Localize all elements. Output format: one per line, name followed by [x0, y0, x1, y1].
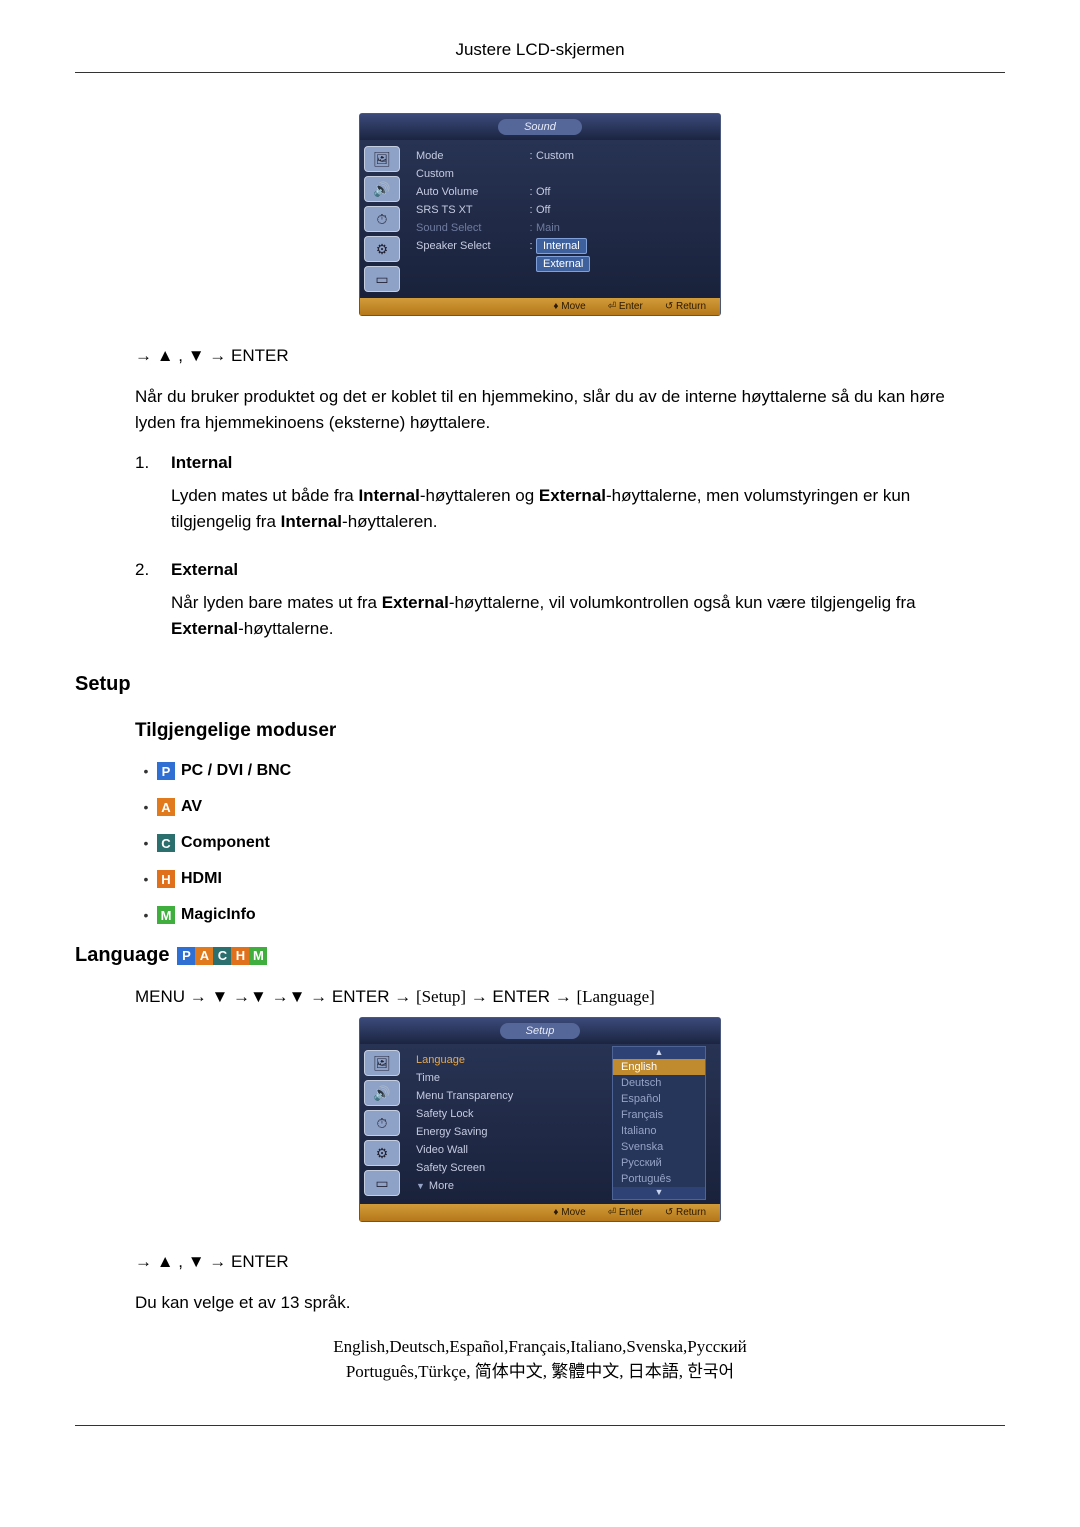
mode-badge-c: C — [213, 947, 231, 965]
mode-badge-a: A — [195, 947, 213, 965]
setup-heading: Setup — [75, 673, 945, 696]
dropdown-option[interactable]: Русский — [613, 1155, 705, 1171]
mode-label: MagicInfo — [181, 906, 256, 924]
dropdown-option[interactable]: Français — [613, 1107, 705, 1123]
osd-option-value[interactable]: External — [536, 256, 590, 272]
mode-badge-h: H — [157, 870, 175, 888]
osd-sound-panel: Sound 🖼 🔊 ⏱ ⚙ ▭ Mode:Custom Custom Auto … — [359, 113, 721, 316]
clock-icon: ⏱ — [364, 1110, 400, 1136]
dropdown-option[interactable]: English — [613, 1059, 705, 1075]
language-dropdown[interactable]: ▲ English Deutsch Español Français Itali… — [612, 1046, 706, 1200]
osd-icon-column: 🖼 🔊 ⏱ ⚙ ▭ — [360, 1044, 410, 1204]
mode-badge-m: M — [249, 947, 267, 965]
menu-path: MENU → ▼ →▼ →▼ → ENTER → [Setup] → ENTER… — [135, 987, 945, 1007]
picture-icon: 🖼 — [364, 146, 400, 172]
osd-footer-enter: ⏎ Enter — [608, 301, 643, 312]
language-heading: Language — [75, 944, 169, 967]
osd-row-label: Time — [416, 1072, 526, 1084]
osd-row-label: SRS TS XT — [416, 204, 526, 216]
osd-row-label: Mode — [416, 150, 526, 162]
mode-label: HDMI — [181, 870, 222, 888]
mode-badge-a: A — [157, 798, 175, 816]
available-modes-heading: Tilgjengelige moduser — [135, 720, 945, 742]
setup-icon: ⚙ — [364, 1140, 400, 1166]
dropdown-option[interactable]: Svenska — [613, 1139, 705, 1155]
dropdown-option[interactable]: Español — [613, 1091, 705, 1107]
osd-row-label: Safety Lock — [416, 1108, 526, 1120]
mode-badge-p: P — [157, 762, 175, 780]
list-number: 1. — [135, 453, 171, 552]
osd-footer-enter: ⏎ Enter — [608, 1207, 643, 1218]
list-item-title: Internal — [171, 453, 945, 473]
osd-footer-return: ↺ Return — [665, 1207, 706, 1218]
osd-row-label: Menu Transparency — [416, 1090, 526, 1102]
osd-row-value: Main — [536, 222, 710, 234]
list-item-text: Når lyden bare mates ut fra External-høy… — [171, 590, 945, 641]
mode-list: •PPC / DVI / BNC •AAV •CComponent •HHDMI… — [135, 762, 945, 924]
list-item-title: External — [171, 560, 945, 580]
multi-icon: ▭ — [364, 1170, 400, 1196]
sound-icon: 🔊 — [364, 176, 400, 202]
osd-row-label: Auto Volume — [416, 186, 526, 198]
osd-row-label: Energy Saving — [416, 1126, 526, 1138]
setup-icon: ⚙ — [364, 236, 400, 262]
mode-badge-p: P — [177, 947, 195, 965]
mode-label: Component — [181, 834, 270, 852]
sound-icon: 🔊 — [364, 1080, 400, 1106]
list-item-text: Lyden mates ut både fra Internal-høyttal… — [171, 483, 945, 534]
osd-row-label: Video Wall — [416, 1144, 526, 1156]
language-para: Du kan velge et av 13 språk. — [135, 1290, 945, 1316]
clock-icon: ⏱ — [364, 206, 400, 232]
mode-label: PC / DVI / BNC — [181, 762, 291, 780]
language-mode-badges: P A C H M — [177, 947, 267, 965]
multi-icon: ▭ — [364, 266, 400, 292]
osd-selected-value[interactable]: Internal — [536, 238, 587, 254]
osd-footer-return: ↺ Return — [665, 301, 706, 312]
osd-sound-title: Sound — [498, 119, 582, 135]
mode-badge-m: M — [157, 906, 175, 924]
osd-icon-column: 🖼 🔊 ⏱ ⚙ ▭ — [360, 140, 410, 298]
picture-icon: 🖼 — [364, 1050, 400, 1076]
osd-setup-title: Setup — [500, 1023, 581, 1039]
page-header: Justere LCD-skjermen — [75, 40, 1005, 73]
osd-row-label: Sound Select — [416, 222, 526, 234]
osd-row-label: Language — [416, 1054, 526, 1066]
osd-more-label: More — [429, 1180, 539, 1192]
osd-row-label: Speaker Select — [416, 240, 526, 252]
osd-row-label: Custom — [416, 168, 526, 180]
dropdown-option[interactable]: Português — [613, 1171, 705, 1187]
osd-footer-move: ♦ Move — [553, 1207, 585, 1218]
mode-badge-c: C — [157, 834, 175, 852]
mode-label: AV — [181, 798, 202, 816]
osd-footer-move: ♦ Move — [553, 301, 585, 312]
mode-badge-h: H — [231, 947, 249, 965]
intro-paragraph: Når du bruker produktet og det er koblet… — [135, 384, 945, 435]
osd-row-label: Safety Screen — [416, 1162, 526, 1174]
nav-sequence: → ▲ , ▼ → ENTER — [135, 1252, 945, 1272]
osd-row-value: Custom — [536, 150, 710, 162]
osd-row-value: Off — [536, 186, 710, 198]
osd-setup-panel: Setup 🖼 🔊 ⏱ ⚙ ▭ Language Time Menu Trans… — [359, 1017, 721, 1222]
osd-row-value: Off — [536, 204, 710, 216]
footer-rule — [75, 1425, 1005, 1426]
nav-sequence: → ▲ , ▼ → ENTER — [135, 346, 945, 366]
dropdown-option[interactable]: Deutsch — [613, 1075, 705, 1091]
language-list: English,Deutsch,Español,Français,Italian… — [135, 1334, 945, 1385]
list-number: 2. — [135, 560, 171, 659]
dropdown-option[interactable]: Italiano — [613, 1123, 705, 1139]
